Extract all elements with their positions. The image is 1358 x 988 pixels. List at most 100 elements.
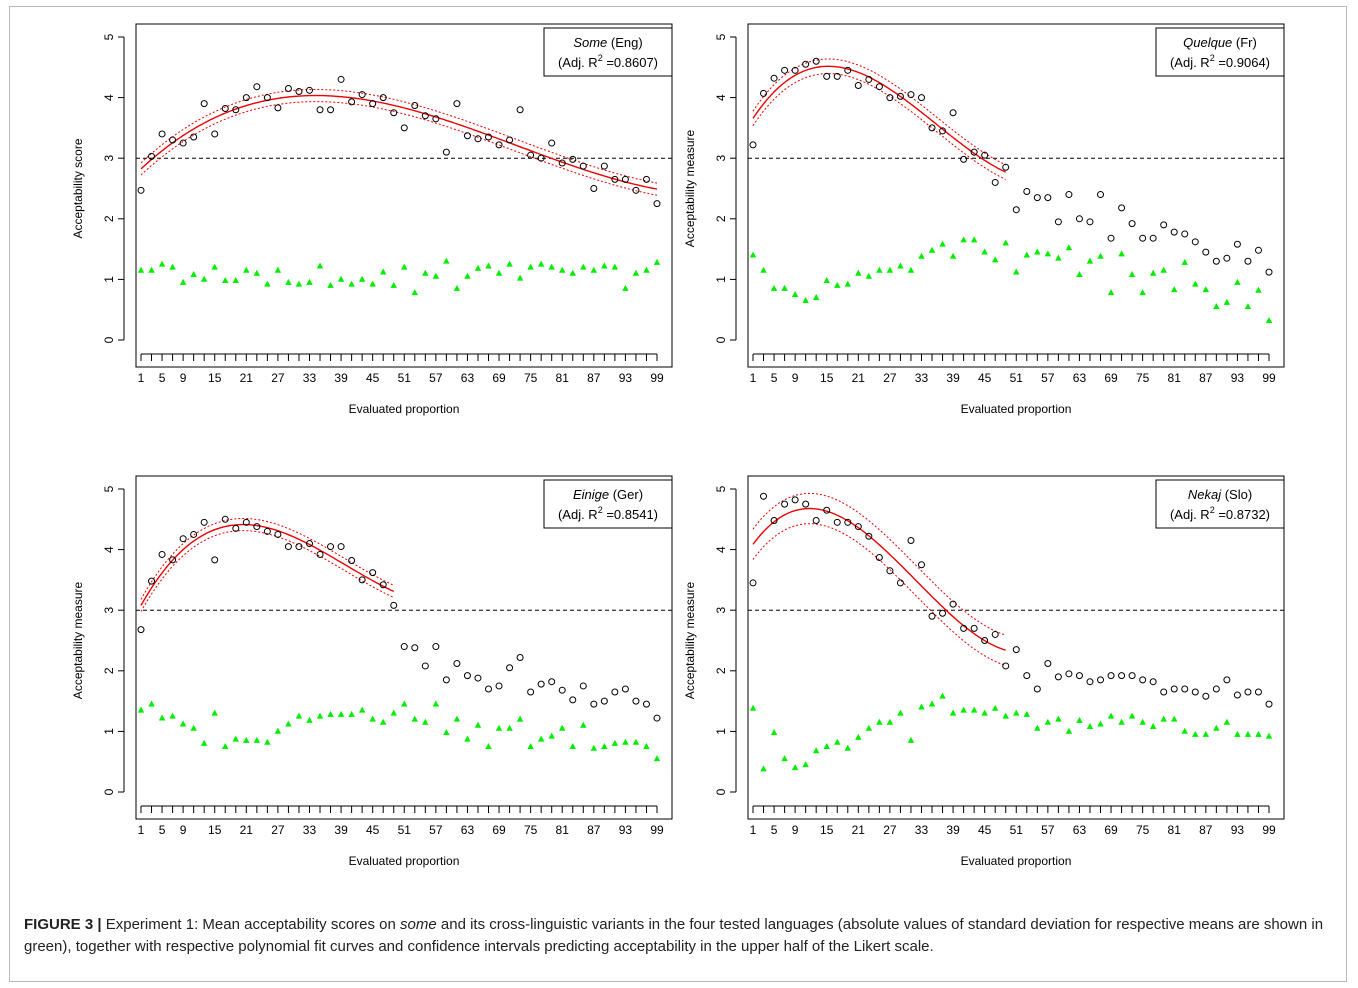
x-tick-label: 33 <box>303 823 317 837</box>
sd-point <box>960 706 967 713</box>
mean-point <box>506 664 514 672</box>
sd-point <box>537 735 545 742</box>
mean-point <box>1223 254 1231 262</box>
mean-point <box>1244 688 1252 696</box>
legend: Nekaj (Slo) (Adj. R2 =0.8732) <box>1155 479 1285 529</box>
mean-point <box>1191 238 1199 246</box>
sd-point <box>495 724 503 731</box>
x-tick-label: 57 <box>429 371 443 385</box>
mean-point <box>1033 685 1041 693</box>
sd-point <box>137 266 145 273</box>
mean-point <box>411 101 419 109</box>
fit-curve <box>140 523 394 606</box>
caption-text-end: and its cross-linguistic variants in the… <box>24 916 1324 955</box>
x-tick-label: 15 <box>208 371 222 385</box>
sd-point <box>369 715 376 722</box>
sd-point <box>1255 730 1262 737</box>
x-tick-label: 33 <box>915 823 929 837</box>
y-tick-label: 5 <box>102 33 116 40</box>
mean-point <box>232 524 240 532</box>
mean-point <box>1012 206 1020 214</box>
sd-point <box>1034 724 1041 731</box>
x-tick-label: 33 <box>303 371 317 385</box>
sd-point <box>464 272 471 279</box>
legend-box <box>543 479 673 529</box>
sd-point <box>1192 730 1199 737</box>
sd-point <box>1234 730 1241 737</box>
sd-point <box>1044 250 1052 257</box>
sd-point <box>918 703 925 710</box>
mean-point <box>611 175 619 183</box>
sd-point <box>200 739 208 746</box>
x-tick-label: 1 <box>750 823 757 837</box>
legend-word: Quelque <box>1183 35 1232 50</box>
mean-point <box>621 685 629 693</box>
x-tick-label: 81 <box>556 371 570 385</box>
x-tick-label: 57 <box>429 823 443 837</box>
sd-point <box>770 284 778 291</box>
x-tick-label: 63 <box>461 823 475 837</box>
x-tick-label: 33 <box>915 371 929 385</box>
fit-ci-upper <box>140 89 658 184</box>
legend-box <box>1155 479 1285 529</box>
sd-point <box>1013 268 1020 275</box>
x-tick-label: 45 <box>366 371 380 385</box>
x-tick-label: 99 <box>1262 371 1276 385</box>
x-tick-label: 57 <box>1041 371 1055 385</box>
mean-point <box>896 579 904 587</box>
sd-point <box>453 715 461 722</box>
mean-point <box>1212 257 1220 265</box>
mean-point <box>200 518 208 526</box>
mean-point <box>1160 221 1168 229</box>
sd-point <box>548 732 555 739</box>
mean-point <box>812 57 820 65</box>
x-tick-label: 99 <box>650 371 664 385</box>
legend-stat: (Adj. R2 =0.8541) <box>558 505 658 522</box>
mean-point <box>548 139 556 147</box>
sd-point <box>876 718 883 725</box>
sd-point <box>316 262 324 269</box>
y-tick-label: 2 <box>102 215 116 222</box>
sd-point <box>770 729 778 736</box>
sd-point <box>390 709 397 716</box>
sd-point <box>907 266 915 273</box>
mean-point <box>495 682 503 690</box>
sd-point <box>1223 298 1231 305</box>
legend-title: Nekaj (Slo) <box>1188 487 1252 502</box>
x-tick-label: 75 <box>1136 823 1150 837</box>
mean-point <box>642 700 650 708</box>
sd-point <box>1023 251 1030 258</box>
sd-point <box>179 720 187 727</box>
x-tick-label: 1 <box>750 371 757 385</box>
x-tick-label: 45 <box>978 823 992 837</box>
mean-point <box>960 624 968 632</box>
y-tick-label: 2 <box>714 667 728 674</box>
x-tick-label: 39 <box>946 823 960 837</box>
legend-title: Einige (Ger) <box>573 487 643 502</box>
sd-point <box>611 739 619 746</box>
y-tick-label: 2 <box>102 667 116 674</box>
sd-point <box>337 275 345 282</box>
x-tick-label: 87 <box>1199 823 1213 837</box>
mean-point <box>569 155 577 163</box>
sd-point <box>1002 239 1009 246</box>
mean-point <box>791 66 799 74</box>
mean-point <box>802 60 810 68</box>
x-tick-label: 15 <box>820 371 834 385</box>
y-axis: 0 1 2 3 4 5 <box>714 485 737 795</box>
mean-point <box>823 72 831 80</box>
sd-point <box>274 266 282 273</box>
mean-point <box>760 492 768 500</box>
mean-point <box>770 74 778 82</box>
sd-point <box>1065 244 1073 251</box>
sd-point <box>834 738 841 745</box>
mean-point <box>991 178 999 186</box>
figure-frame <box>9 6 1347 982</box>
mean-point <box>242 518 250 526</box>
sd-point <box>1128 712 1136 719</box>
sd-point <box>306 278 313 285</box>
mean-point <box>1002 163 1010 171</box>
mean-point <box>781 500 789 508</box>
plot-box <box>747 23 1285 368</box>
